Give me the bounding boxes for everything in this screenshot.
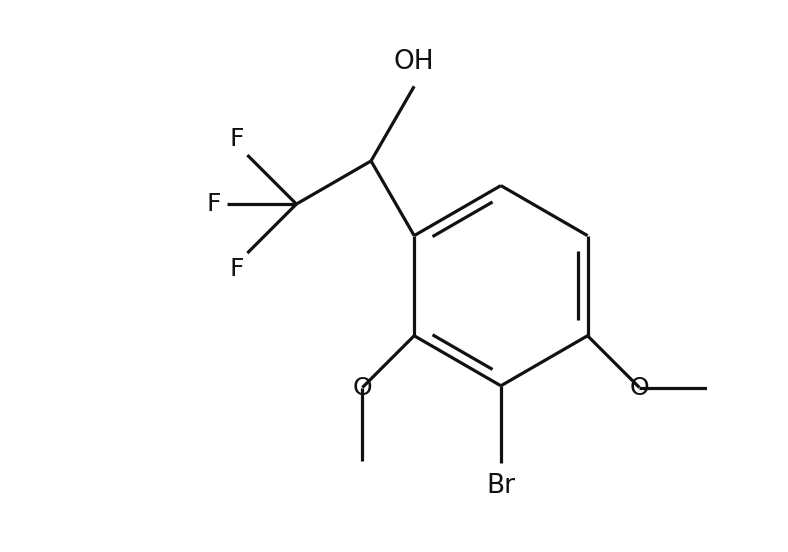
Text: OH: OH [394, 50, 434, 76]
Text: F: F [206, 192, 221, 216]
Text: F: F [229, 257, 243, 281]
Text: Br: Br [486, 473, 515, 498]
Text: O: O [352, 375, 372, 400]
Text: F: F [229, 127, 243, 151]
Text: O: O [630, 375, 649, 400]
